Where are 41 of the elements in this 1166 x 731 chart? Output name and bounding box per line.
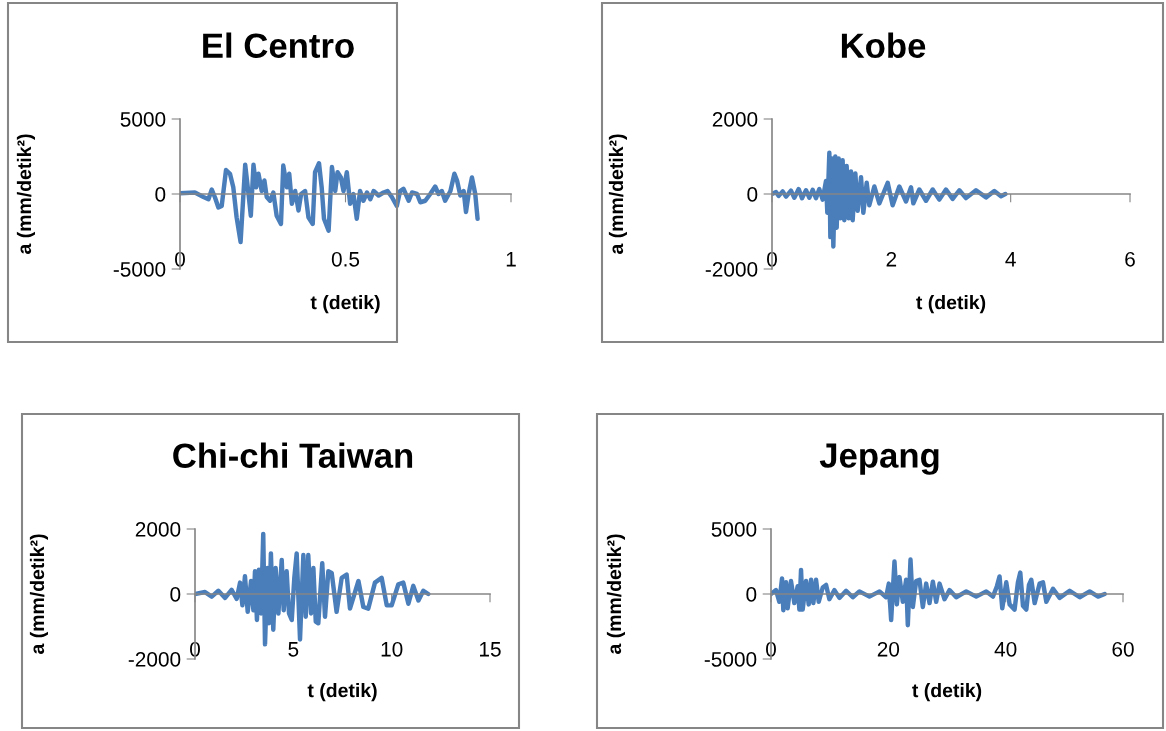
x-axis-title: t (detik) xyxy=(916,295,986,314)
x-tick-label: 2 xyxy=(886,251,897,267)
y-tick-label: 2000 xyxy=(712,112,758,127)
x-tick-label: 60 xyxy=(1112,641,1134,657)
y-tick-label: 0 xyxy=(747,187,758,202)
y-tick-label: 5000 xyxy=(711,522,757,537)
y-tick-label: -5000 xyxy=(113,262,166,277)
x-axis-title: t (detik) xyxy=(307,683,377,702)
chart-title: Jepang xyxy=(819,443,939,475)
x-axis-title: t (detik) xyxy=(310,295,380,314)
line-series xyxy=(771,557,1107,628)
x-tick-label: 0 xyxy=(190,641,200,657)
x-tick-label: 6 xyxy=(1125,251,1135,267)
y-tick-label: 5000 xyxy=(120,112,166,127)
x-tick-label: 1 xyxy=(506,252,516,267)
y-tick-label: 0 xyxy=(746,587,757,602)
y-axis-title: a (mm/detik²) xyxy=(29,534,48,654)
x-tick-label: 0.5 xyxy=(331,251,360,267)
x-tick-label: 0 xyxy=(766,641,776,657)
chart-title: Kobe xyxy=(841,32,926,58)
y-tick-label: -5000 xyxy=(704,652,757,667)
x-tick-label: 0 xyxy=(767,251,777,267)
x-tick-label: 20 xyxy=(877,641,900,657)
x-tick-label: 4 xyxy=(1005,252,1016,267)
y-axis-title: a (mm/detik²) xyxy=(606,534,625,654)
y-axis-title: a (mm/detik²) xyxy=(608,134,627,254)
x-tick-label: 40 xyxy=(994,641,1017,657)
chart-title: Chi-chi Taiwan xyxy=(173,442,413,468)
x-tick-label: 15 xyxy=(480,642,501,657)
x-axis-title: t (detik) xyxy=(912,683,982,702)
y-tick-label: -2000 xyxy=(705,262,758,277)
y-tick-label: -2000 xyxy=(128,652,181,667)
line-series xyxy=(180,161,480,245)
y-axis-title: a (mm/detik²) xyxy=(16,134,35,254)
x-tick-label: 5 xyxy=(288,642,299,657)
chart-title: El Centro xyxy=(203,32,354,58)
y-tick-label: 0 xyxy=(170,587,181,602)
x-tick-label: 10 xyxy=(381,641,403,657)
y-tick-label: 0 xyxy=(155,187,166,202)
y-tick-label: 2000 xyxy=(135,522,181,537)
line-series xyxy=(772,150,1008,249)
